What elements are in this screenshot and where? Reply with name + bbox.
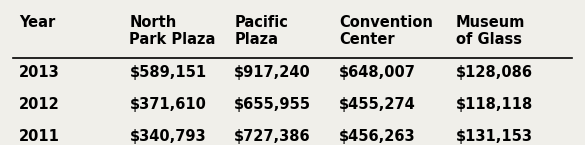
Text: Year: Year xyxy=(19,15,55,30)
Text: 2013: 2013 xyxy=(19,65,60,80)
Text: $131,153: $131,153 xyxy=(456,129,532,144)
Text: $648,007: $648,007 xyxy=(339,65,416,80)
Text: $455,274: $455,274 xyxy=(339,97,416,112)
Text: Pacific
Plaza: Pacific Plaza xyxy=(234,15,288,47)
Text: $340,793: $340,793 xyxy=(129,129,206,144)
Text: Convention
Center: Convention Center xyxy=(339,15,433,47)
Text: 2012: 2012 xyxy=(19,97,60,112)
Text: $118,118: $118,118 xyxy=(456,97,533,112)
Text: North
Park Plaza: North Park Plaza xyxy=(129,15,216,47)
Text: $917,240: $917,240 xyxy=(234,65,311,80)
Text: $727,386: $727,386 xyxy=(234,129,311,144)
Text: $128,086: $128,086 xyxy=(456,65,532,80)
Text: $371,610: $371,610 xyxy=(129,97,207,112)
Text: $456,263: $456,263 xyxy=(339,129,416,144)
Text: Museum
of Glass: Museum of Glass xyxy=(456,15,525,47)
Text: 2011: 2011 xyxy=(19,129,60,144)
Text: $589,151: $589,151 xyxy=(129,65,207,80)
Text: $655,955: $655,955 xyxy=(234,97,311,112)
